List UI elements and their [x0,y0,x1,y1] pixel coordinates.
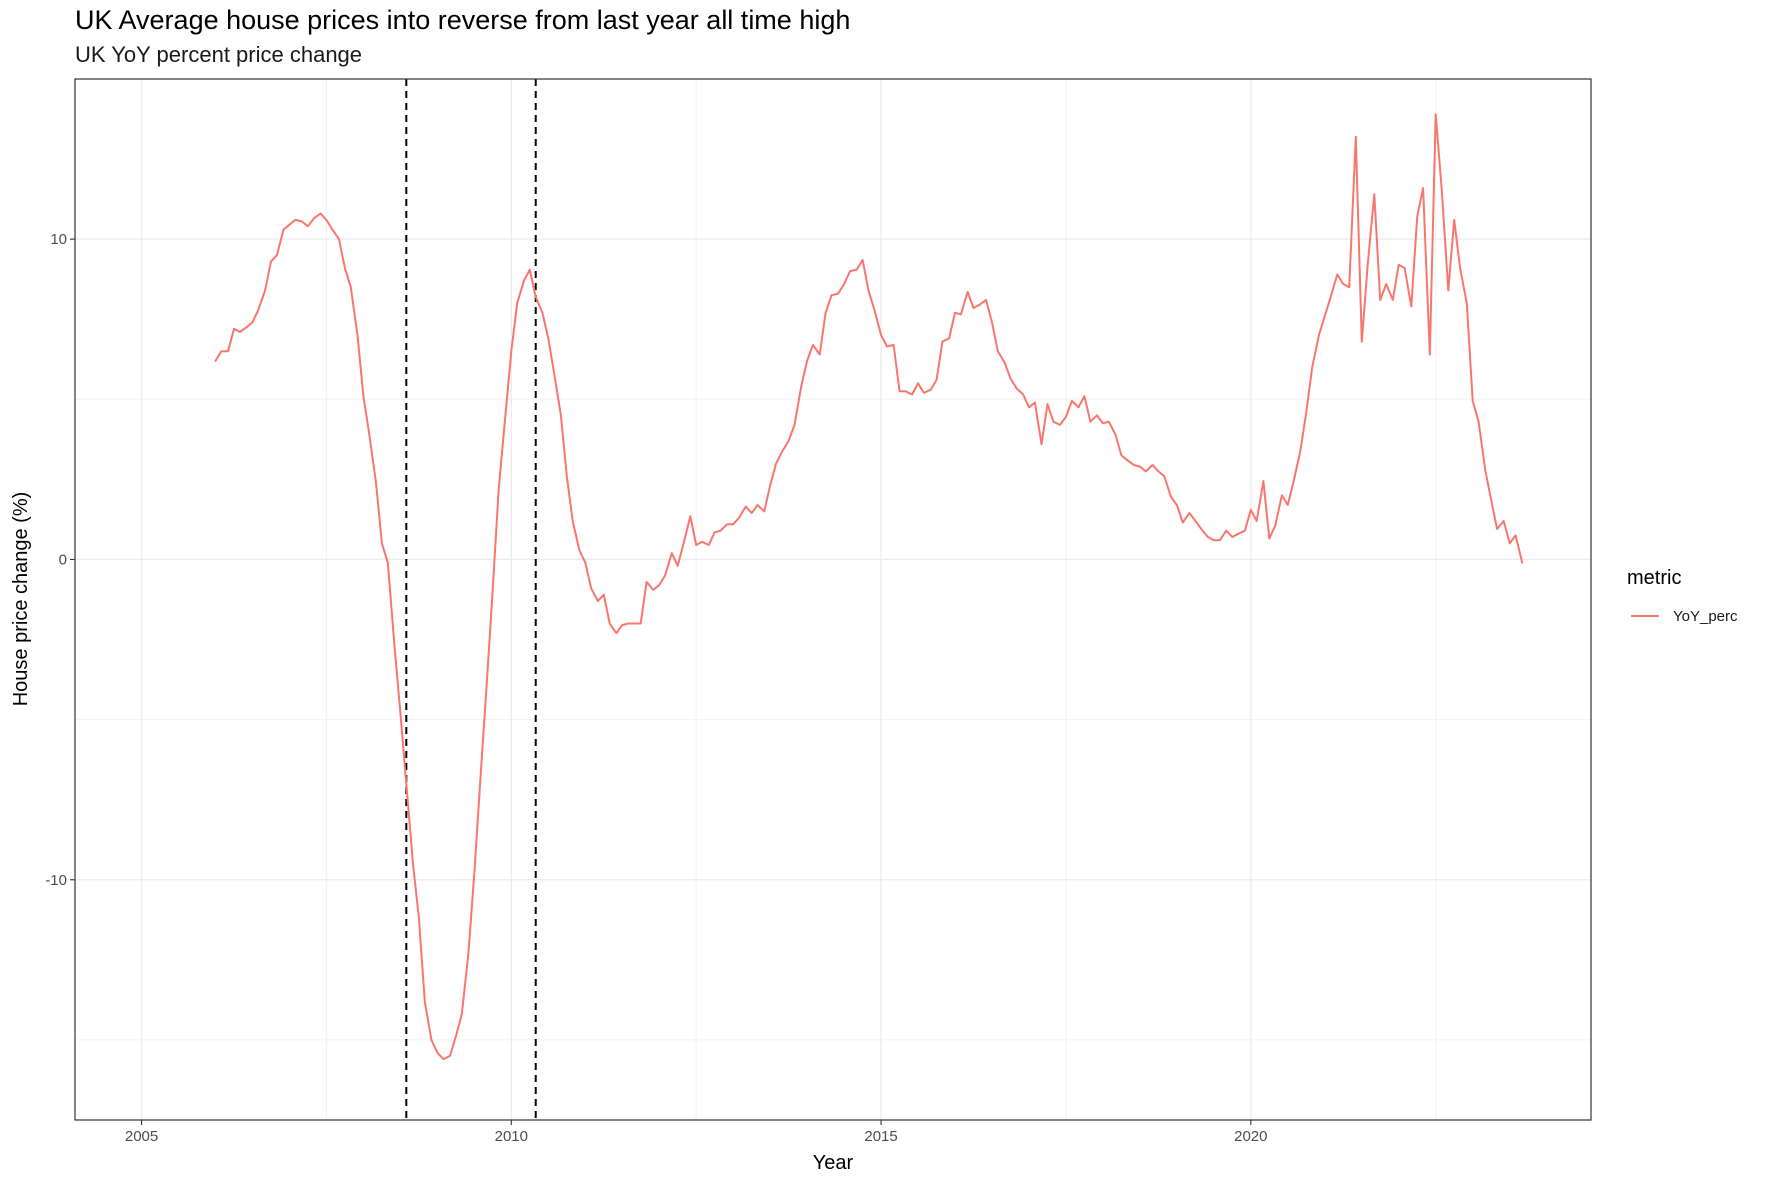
x-axis: 2005 2010 2015 2020 [125,1120,1268,1145]
y-axis-title: House price change (%) [10,492,32,707]
y-tick-label: 10 [50,231,67,248]
y-axis: -10 0 10 [45,231,75,889]
x-tick-label: 2010 [495,1128,528,1145]
reference-lines [405,79,537,1120]
x-tick-label: 2020 [1234,1128,1267,1145]
plot-background [75,79,1591,1120]
plot-border [74,78,1592,1121]
major-grid [75,79,1591,1120]
series-line-yoy-perc [214,113,1524,1061]
legend-title: metric [1627,567,1681,589]
x-tick-label: 2005 [125,1128,158,1145]
minor-grid [75,78,1591,1120]
y-tick-label: 0 [59,551,67,568]
y-tick-label: -10 [45,872,67,889]
x-axis-title: Year [813,1152,854,1174]
x-tick-label: 2015 [864,1128,897,1145]
legend: metric YoY_perc [1627,567,1738,625]
legend-label-yoy-perc: YoY_perc [1673,608,1738,625]
chart-title: UK Average house prices into reverse fro… [75,5,850,35]
chart-subtitle: UK YoY percent price change [75,42,362,67]
